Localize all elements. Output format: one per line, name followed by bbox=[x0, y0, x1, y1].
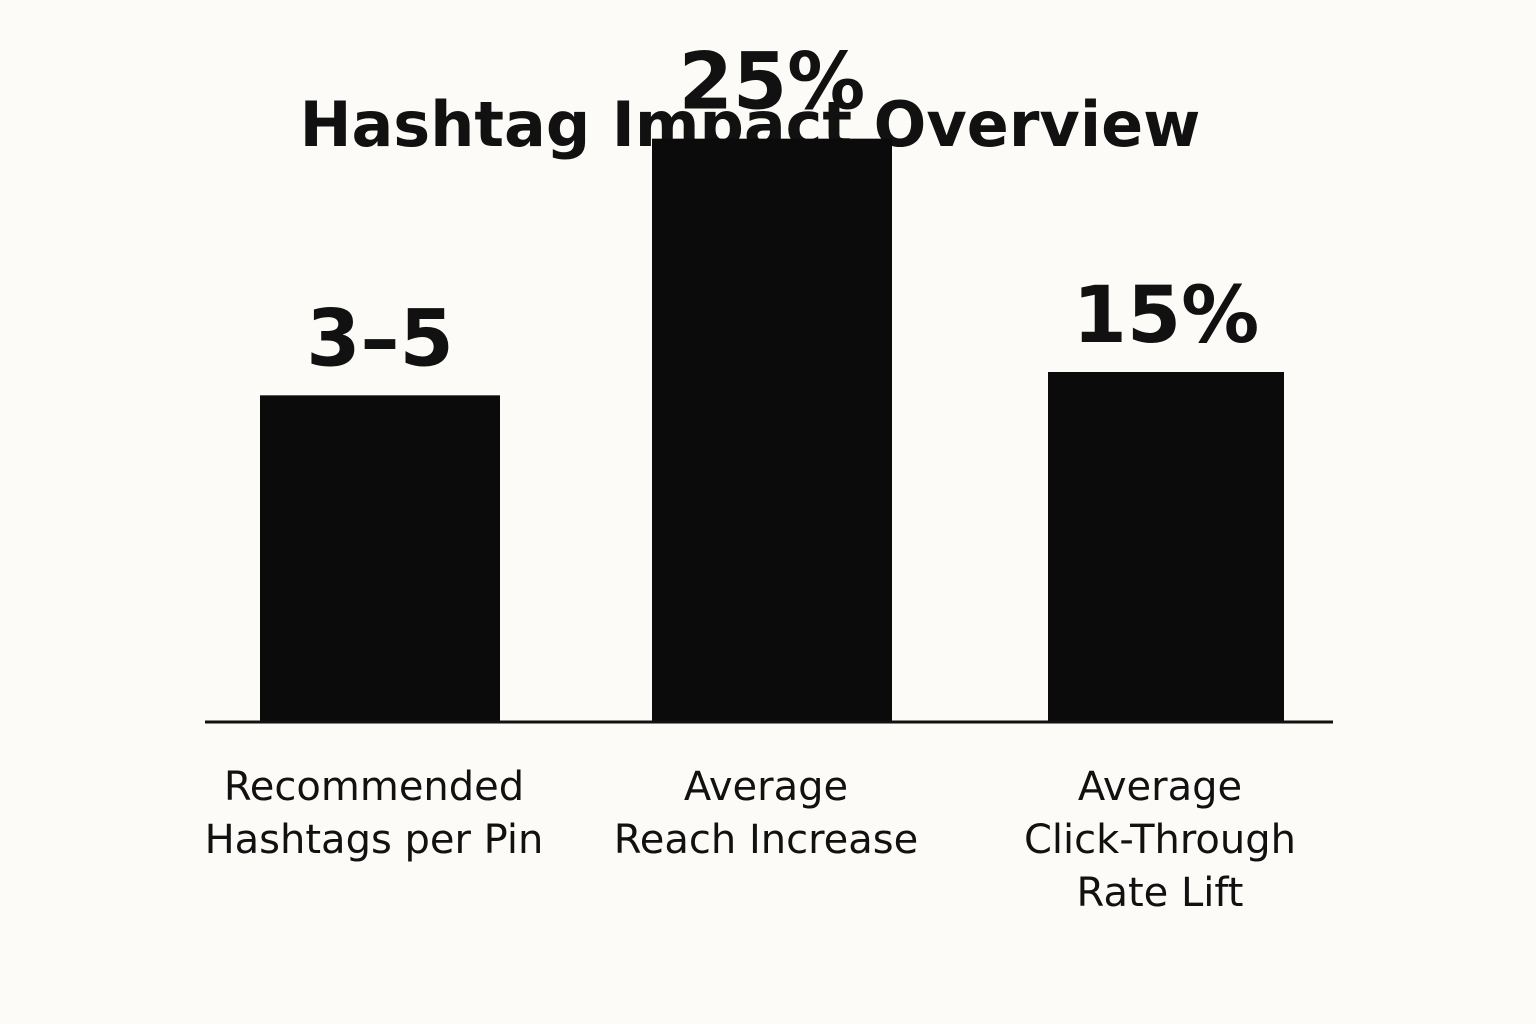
category-labels-layer: Recommended Hashtags per Pin Average Reach … bbox=[205, 764, 1296, 916]
value-label-2: 25% bbox=[679, 38, 866, 128]
category-label-3-line-2: Click-Through bbox=[1024, 817, 1296, 863]
bars-layer bbox=[260, 138, 1284, 722]
category-label-2-line-1: Average bbox=[684, 764, 848, 810]
bar-1 bbox=[260, 395, 500, 722]
category-label-3-line-1: Average bbox=[1078, 764, 1242, 810]
category-label-1-line-1: Recommended bbox=[224, 764, 524, 810]
value-label-3: 15% bbox=[1073, 271, 1260, 361]
category-label-1-line-2: Hashtags per Pin bbox=[205, 817, 544, 863]
bar-2 bbox=[652, 138, 892, 722]
category-label-2-line-2: Reach Increase bbox=[614, 817, 918, 863]
value-labels-layer: 3–5 25% 15% bbox=[306, 38, 1259, 385]
value-label-1: 3–5 bbox=[306, 294, 454, 384]
category-label-3-line-3: Rate Lift bbox=[1077, 870, 1244, 916]
bar-3 bbox=[1048, 372, 1284, 722]
